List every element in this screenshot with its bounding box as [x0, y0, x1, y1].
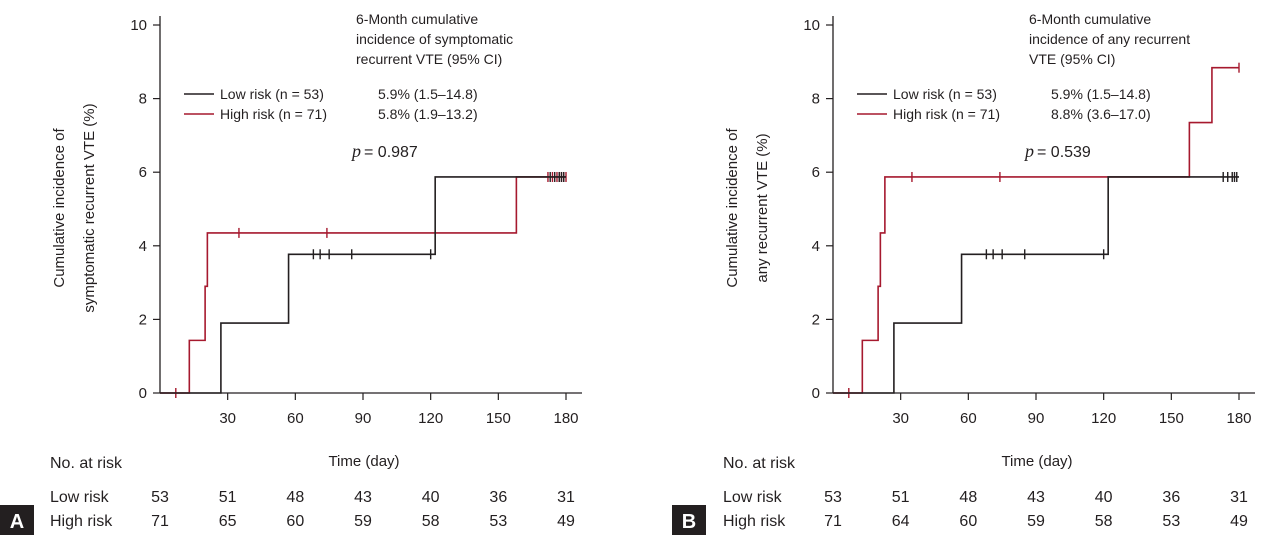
at-risk-value: 51 [892, 489, 910, 506]
at-risk-value: 43 [354, 489, 372, 506]
at-risk-value: 40 [422, 489, 440, 506]
panel-a: 0 2 4 6 8 10 30 60 90 120 150 180 Cumulative inciden… [0, 11, 582, 535]
at-risk-row-label: Low risk [723, 489, 783, 506]
at-risk-row-label: High risk [50, 513, 113, 530]
p-value-symbol: p [1023, 141, 1034, 161]
legend-label-high: High risk (n = 71) [893, 106, 1000, 122]
p-value-symbol: p [350, 141, 361, 161]
x-tick-label: 90 [355, 410, 372, 427]
x-tick-label: 30 [892, 410, 909, 427]
y-tick-label: 8 [812, 91, 820, 108]
panel-badge-label: B [682, 511, 696, 533]
annotation-title-line: incidence of symptomatic [356, 31, 513, 47]
p-value-number: = 0.987 [364, 144, 418, 161]
y-axis-label-line-2: any recurrent VTE (%) [754, 133, 771, 282]
x-tick-label: 60 [287, 410, 304, 427]
y-tick-label: 8 [139, 91, 147, 108]
at-risk-value: 53 [1162, 513, 1180, 530]
annotation-title-line: 6-Month cumulative [1029, 11, 1151, 27]
x-tick-label: 180 [1226, 410, 1251, 427]
series-line-low [833, 176, 1239, 394]
at-risk-value: 53 [489, 513, 507, 530]
x-tick-label: 120 [1091, 410, 1116, 427]
x-tick-label: 60 [960, 410, 977, 427]
at-risk-value: 31 [1230, 489, 1248, 506]
at-risk-value: 58 [422, 513, 440, 530]
panel-badge-label: A [10, 511, 24, 533]
at-risk-header: No. at risk [50, 455, 123, 472]
y-axis-label-line-2: symptomatic recurrent VTE (%) [81, 103, 98, 312]
y-tick-label: 10 [803, 17, 820, 34]
panel-badge [0, 505, 34, 535]
series-line-high [160, 176, 566, 394]
y-tick-label: 6 [139, 164, 147, 181]
at-risk-value: 59 [354, 513, 372, 530]
at-risk-value: 71 [151, 513, 169, 530]
y-axis-label-line-1: Cumulative incidence of [51, 128, 68, 288]
at-risk-value: 60 [286, 513, 304, 530]
panel-b: 0 2 4 6 8 10 30 60 90 120 150 180 Cumulative inciden… [672, 11, 1255, 535]
at-risk-value: 71 [824, 513, 842, 530]
x-tick-label: 120 [418, 410, 443, 427]
x-tick-label: 30 [219, 410, 236, 427]
legend-label-high: High risk (n = 71) [220, 106, 327, 122]
at-risk-value: 58 [1095, 513, 1113, 530]
legend-label-low: Low risk (n = 53) [893, 86, 997, 102]
y-tick-label: 2 [139, 311, 147, 328]
panel-badge [672, 505, 706, 535]
at-risk-value: 65 [219, 513, 237, 530]
y-tick-label: 0 [139, 385, 147, 402]
annotation-title-line: recurrent VTE (95% CI) [356, 51, 502, 67]
at-risk-value: 60 [959, 513, 977, 530]
at-risk-value: 48 [286, 489, 304, 506]
x-axis-label: Time (day) [328, 453, 399, 470]
legend-ci-low: 5.9% (1.5–14.8) [1051, 86, 1151, 102]
series-line-high [833, 66, 1239, 394]
y-tick-label: 6 [812, 164, 820, 181]
legend-label-low: Low risk (n = 53) [220, 86, 324, 102]
legend-ci-high: 5.8% (1.9–13.2) [378, 106, 478, 122]
x-tick-label: 90 [1028, 410, 1045, 427]
p-value-text: p = 0.987 [350, 141, 418, 161]
at-risk-value: 49 [1230, 513, 1248, 530]
series-line-low [160, 176, 566, 394]
at-risk-value: 31 [557, 489, 575, 506]
y-tick-label: 0 [812, 385, 820, 402]
annotation-title-line: VTE (95% CI) [1029, 51, 1115, 67]
at-risk-value: 43 [1027, 489, 1045, 506]
y-tick-label: 4 [139, 238, 147, 255]
y-axis-label-line-1: Cumulative incidence of [724, 128, 741, 288]
at-risk-row-label: Low risk [50, 489, 110, 506]
p-value-number: = 0.539 [1037, 144, 1091, 161]
at-risk-value: 48 [959, 489, 977, 506]
at-risk-value: 59 [1027, 513, 1045, 530]
at-risk-value: 40 [1095, 489, 1113, 506]
at-risk-row-label: High risk [723, 513, 786, 530]
at-risk-value: 53 [151, 489, 169, 506]
p-value-text: p = 0.539 [1023, 141, 1091, 161]
legend-ci-high: 8.8% (3.6–17.0) [1051, 106, 1151, 122]
at-risk-value: 49 [557, 513, 575, 530]
at-risk-value: 53 [824, 489, 842, 506]
at-risk-value: 64 [892, 513, 910, 530]
x-tick-label: 150 [486, 410, 511, 427]
x-axis-label: Time (day) [1001, 453, 1072, 470]
y-tick-label: 4 [812, 238, 820, 255]
at-risk-value: 36 [489, 489, 507, 506]
x-tick-label: 150 [1159, 410, 1184, 427]
at-risk-header: No. at risk [723, 455, 796, 472]
y-tick-label: 10 [130, 17, 147, 34]
annotation-title-line: 6-Month cumulative [356, 11, 478, 27]
annotation-title-line: incidence of any recurrent [1029, 31, 1190, 47]
at-risk-value: 51 [219, 489, 237, 506]
at-risk-value: 36 [1162, 489, 1180, 506]
x-tick-label: 180 [553, 410, 578, 427]
y-tick-label: 2 [812, 311, 820, 328]
legend-ci-low: 5.9% (1.5–14.8) [378, 86, 478, 102]
